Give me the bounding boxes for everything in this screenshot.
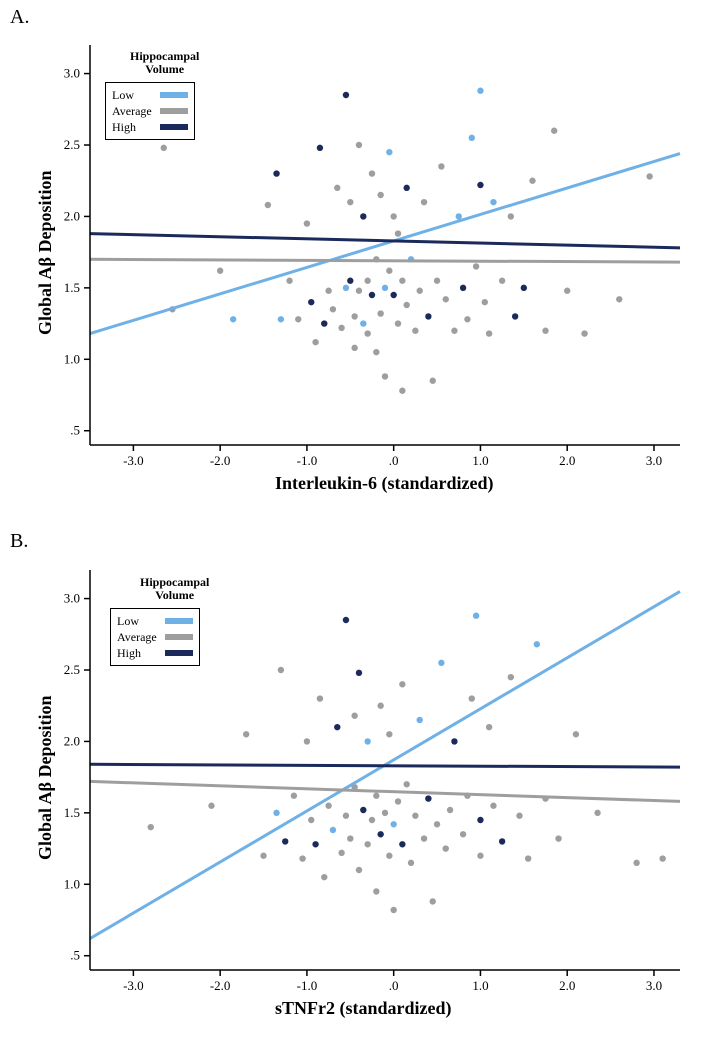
data-point <box>477 853 483 859</box>
data-point <box>451 738 457 744</box>
data-point <box>499 838 505 844</box>
data-point <box>364 738 370 744</box>
data-point <box>399 681 405 687</box>
data-point <box>356 670 362 676</box>
data-point <box>386 731 392 737</box>
data-point <box>373 793 379 799</box>
data-point <box>434 821 440 827</box>
chart-B: -3.0 -2.0 -1.0 .0 1.0 2.0 3.0 .5 1.0 1.5 2.0 2.5 3.0 <box>0 0 718 1040</box>
y-tick-label: 1.5 <box>64 805 80 820</box>
legend-item: Average <box>117 629 193 645</box>
regression-line-high <box>90 764 680 767</box>
y-tick-label: 1.0 <box>64 876 80 891</box>
data-point <box>343 813 349 819</box>
x-tick-label: .0 <box>389 978 399 993</box>
x-tick-label: -2.0 <box>210 978 231 993</box>
data-point <box>299 855 305 861</box>
data-point <box>308 817 314 823</box>
data-point <box>364 841 370 847</box>
data-point <box>208 803 214 809</box>
data-point <box>555 835 561 841</box>
data-point <box>438 660 444 666</box>
data-point <box>403 781 409 787</box>
data-point <box>659 855 665 861</box>
data-point <box>260 853 266 859</box>
data-point <box>516 813 522 819</box>
data-point <box>351 713 357 719</box>
data-point <box>278 667 284 673</box>
data-point <box>430 898 436 904</box>
data-point <box>534 641 540 647</box>
y-axis-label: Global Aβ Deposition <box>35 695 56 860</box>
data-point <box>447 807 453 813</box>
legend-swatch <box>165 618 193 624</box>
x-tick-label: 3.0 <box>646 978 662 993</box>
regression-line-average <box>90 781 680 801</box>
y-tick-label: 3.0 <box>64 591 80 606</box>
data-point <box>508 674 514 680</box>
data-point <box>395 798 401 804</box>
data-point <box>321 874 327 880</box>
data-point <box>382 810 388 816</box>
legend-item-label: Average <box>117 630 157 645</box>
data-point <box>312 841 318 847</box>
data-point <box>343 617 349 623</box>
data-point <box>633 860 639 866</box>
data-point <box>282 838 288 844</box>
data-point <box>408 860 414 866</box>
data-point <box>594 810 600 816</box>
data-point <box>460 831 466 837</box>
data-point <box>360 807 366 813</box>
data-point <box>330 827 336 833</box>
data-point <box>273 810 279 816</box>
legend-title: HippocampalVolume <box>140 576 209 602</box>
data-point <box>486 724 492 730</box>
data-point <box>377 831 383 837</box>
y-tick-label: 2.5 <box>64 662 80 677</box>
data-point <box>421 835 427 841</box>
data-point <box>356 867 362 873</box>
legend-swatch <box>165 650 193 656</box>
data-point <box>469 695 475 701</box>
figure: A.-3.0-2.0-1.0.01.02.03.0.51.01.52.02.53… <box>0 0 718 1050</box>
data-point <box>477 817 483 823</box>
data-point <box>443 845 449 851</box>
data-point <box>490 803 496 809</box>
data-point <box>334 724 340 730</box>
legend-item: High <box>117 645 193 661</box>
data-point <box>347 835 353 841</box>
x-tick-label: -1.0 <box>297 978 318 993</box>
data-point <box>243 731 249 737</box>
data-point <box>148 824 154 830</box>
legend-item-label: Low <box>117 614 139 629</box>
data-point <box>377 703 383 709</box>
data-point <box>425 795 431 801</box>
data-point <box>412 813 418 819</box>
data-point <box>291 793 297 799</box>
data-point <box>386 853 392 859</box>
data-point <box>573 731 579 737</box>
y-tick-label: 2.0 <box>64 733 80 748</box>
y-tick-label: .5 <box>70 948 80 963</box>
data-point <box>325 803 331 809</box>
data-point <box>473 613 479 619</box>
x-axis-label: sTNFr2 (standardized) <box>275 998 452 1019</box>
legend-item-label: High <box>117 646 141 661</box>
data-point <box>369 817 375 823</box>
data-point <box>304 738 310 744</box>
legend-item: Low <box>117 613 193 629</box>
data-point <box>390 821 396 827</box>
data-point <box>417 717 423 723</box>
x-tick-label: 1.0 <box>472 978 488 993</box>
legend-swatch <box>165 634 193 640</box>
data-point <box>373 888 379 894</box>
legend-box: LowAverageHigh <box>110 608 200 666</box>
data-point <box>390 907 396 913</box>
data-point <box>525 855 531 861</box>
x-tick-label: -3.0 <box>123 978 144 993</box>
data-point <box>317 695 323 701</box>
x-tick-label: 2.0 <box>559 978 575 993</box>
data-point <box>338 850 344 856</box>
data-point <box>399 841 405 847</box>
